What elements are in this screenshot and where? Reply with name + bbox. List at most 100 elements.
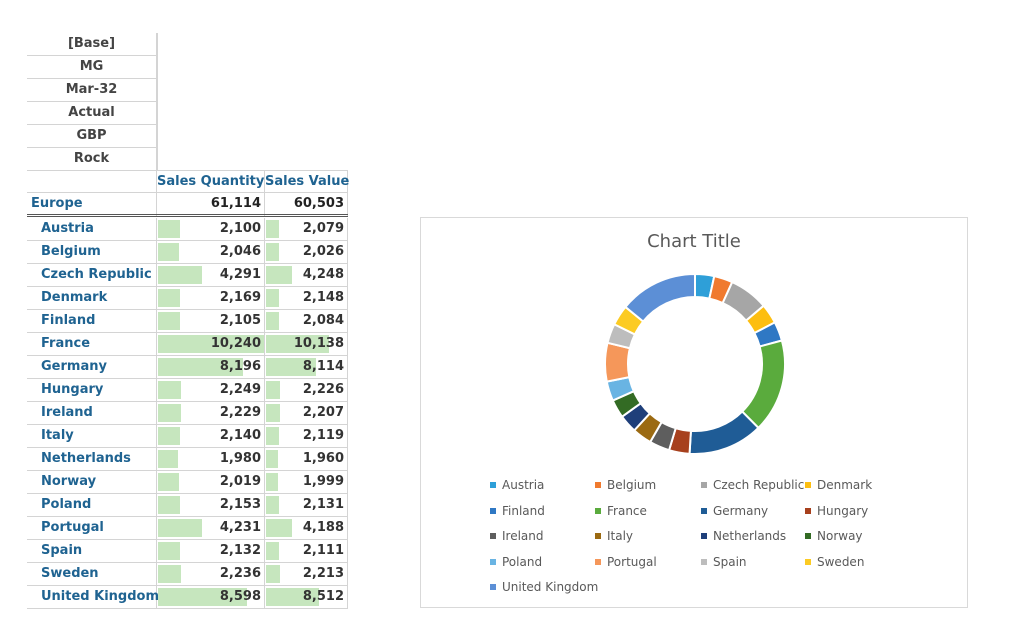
quantity-text: 2,019 — [219, 474, 261, 489]
total-quantity[interactable]: 61,114 — [157, 193, 265, 217]
row-label[interactable]: Czech Republic — [27, 264, 157, 287]
legend-item[interactable]: Norway — [805, 529, 863, 543]
legend-swatch — [805, 533, 811, 539]
legend-item[interactable]: Germany — [701, 504, 768, 518]
legend-label: Finland — [502, 503, 545, 518]
quantity-cell[interactable]: 8,196 — [157, 356, 265, 379]
legend-item[interactable]: United Kingdom — [490, 580, 598, 594]
data-bar — [266, 220, 279, 238]
quantity-cell[interactable]: 2,153 — [157, 494, 265, 517]
row-label[interactable]: Sweden — [27, 563, 157, 586]
value-text: 2,213 — [302, 566, 344, 581]
filter-cell[interactable]: Rock — [27, 148, 157, 171]
legend-item[interactable]: Spain — [701, 555, 747, 569]
donut-slice[interactable] — [604, 341, 632, 383]
legend-item[interactable]: Sweden — [805, 555, 864, 569]
legend-item[interactable]: Netherlands — [701, 529, 786, 543]
quantity-cell[interactable]: 8,598 — [157, 586, 265, 609]
quantity-cell[interactable]: 2,249 — [157, 379, 265, 402]
filter-cell[interactable]: Mar-32 — [27, 79, 157, 102]
value-cell[interactable]: 2,111 — [265, 540, 348, 563]
legend-item[interactable]: Finland — [490, 504, 545, 518]
value-cell[interactable]: 2,207 — [265, 402, 348, 425]
value-cell[interactable]: 10,138 — [265, 333, 348, 356]
quantity-cell[interactable]: 2,236 — [157, 563, 265, 586]
legend-item[interactable]: Ireland — [490, 529, 544, 543]
quantity-cell[interactable]: 2,019 — [157, 471, 265, 494]
row-label[interactable]: Spain — [27, 540, 157, 563]
row-label[interactable]: Hungary — [27, 379, 157, 402]
value-cell[interactable]: 2,148 — [265, 287, 348, 310]
value-cell[interactable]: 2,079 — [265, 218, 348, 241]
donut-chart[interactable]: Chart Title Austria Belgium Czech Republic… — [420, 217, 968, 608]
quantity-cell[interactable]: 4,291 — [157, 264, 265, 287]
filter-cell[interactable]: Actual — [27, 102, 157, 125]
quantity-cell[interactable]: 1,980 — [157, 448, 265, 471]
row-label[interactable]: Finland — [27, 310, 157, 333]
legend-item[interactable]: Czech Republic — [701, 478, 804, 492]
chart-title[interactable]: Chart Title — [647, 231, 741, 252]
value-text: 8,114 — [302, 359, 344, 374]
header-sales-quantity[interactable]: Sales Quantity — [157, 170, 265, 193]
legend-item[interactable]: Hungary — [805, 504, 868, 518]
value-cell[interactable]: 2,084 — [265, 310, 348, 333]
value-cell[interactable]: 4,188 — [265, 517, 348, 540]
legend-label: Netherlands — [713, 529, 787, 543]
donut-slice[interactable] — [740, 339, 786, 430]
value-cell[interactable]: 8,512 — [265, 586, 348, 609]
value-cell[interactable]: 1,999 — [265, 471, 348, 494]
value-cell[interactable]: 2,026 — [265, 241, 348, 264]
header-blank-cell[interactable] — [27, 170, 157, 193]
row-label[interactable]: Italy — [27, 425, 157, 448]
legend-item[interactable]: Austria — [490, 478, 544, 492]
value-cell[interactable]: 2,226 — [265, 379, 348, 402]
row-label[interactable]: Ireland — [27, 402, 157, 425]
quantity-cell[interactable]: 2,105 — [157, 310, 265, 333]
row-label[interactable]: Germany — [27, 356, 157, 379]
quantity-cell[interactable]: 2,100 — [157, 218, 265, 241]
data-bar — [266, 358, 316, 376]
quantity-cell[interactable]: 2,046 — [157, 241, 265, 264]
legend-swatch — [595, 507, 601, 514]
legend-label: Czech Republic — [713, 478, 805, 492]
quantity-text: 2,105 — [219, 313, 261, 328]
value-cell[interactable]: 8,114 — [265, 356, 348, 379]
data-bar — [158, 496, 180, 514]
row-label[interactable]: Norway — [27, 471, 157, 494]
row-label[interactable]: Netherlands — [27, 448, 157, 471]
row-label[interactable]: Denmark — [27, 287, 157, 310]
total-label[interactable]: Europe — [27, 193, 157, 217]
legend-item[interactable]: France — [595, 504, 647, 518]
quantity-cell[interactable]: 10,240 — [157, 333, 265, 356]
legend-item[interactable]: Poland — [490, 555, 542, 569]
header-sales-value[interactable]: Sales Value — [265, 170, 349, 193]
value-cell[interactable]: 2,213 — [265, 563, 348, 586]
value-cell[interactable]: 2,131 — [265, 494, 348, 517]
legend-label: Hungary — [817, 503, 869, 518]
legend-item[interactable]: Italy — [595, 529, 633, 543]
legend-swatch — [490, 558, 496, 565]
value-cell[interactable]: 2,119 — [265, 425, 348, 448]
total-value[interactable]: 60,503 — [265, 193, 348, 217]
row-label[interactable]: France — [27, 333, 157, 356]
quantity-cell[interactable]: 4,231 — [157, 517, 265, 540]
donut-slice[interactable] — [688, 410, 760, 455]
value-cell[interactable]: 4,248 — [265, 264, 348, 287]
row-label[interactable]: Austria — [27, 218, 157, 241]
quantity-cell[interactable]: 2,169 — [157, 287, 265, 310]
quantity-cell[interactable]: 2,132 — [157, 540, 265, 563]
legend-item[interactable]: Denmark — [805, 478, 872, 492]
donut-slice[interactable] — [623, 272, 696, 323]
row-label[interactable]: United Kingdom — [27, 586, 159, 609]
filter-cell[interactable]: GBP — [27, 125, 157, 148]
filter-cell[interactable]: MG — [27, 56, 157, 79]
filter-cell[interactable]: [Base] — [27, 33, 157, 56]
quantity-cell[interactable]: 2,140 — [157, 425, 265, 448]
legend-item[interactable]: Belgium — [595, 478, 656, 492]
row-label[interactable]: Portugal — [27, 517, 157, 540]
legend-item[interactable]: Portugal — [595, 555, 657, 569]
value-cell[interactable]: 1,960 — [265, 448, 348, 471]
row-label[interactable]: Poland — [27, 494, 157, 517]
row-label[interactable]: Belgium — [27, 241, 157, 264]
quantity-cell[interactable]: 2,229 — [157, 402, 265, 425]
